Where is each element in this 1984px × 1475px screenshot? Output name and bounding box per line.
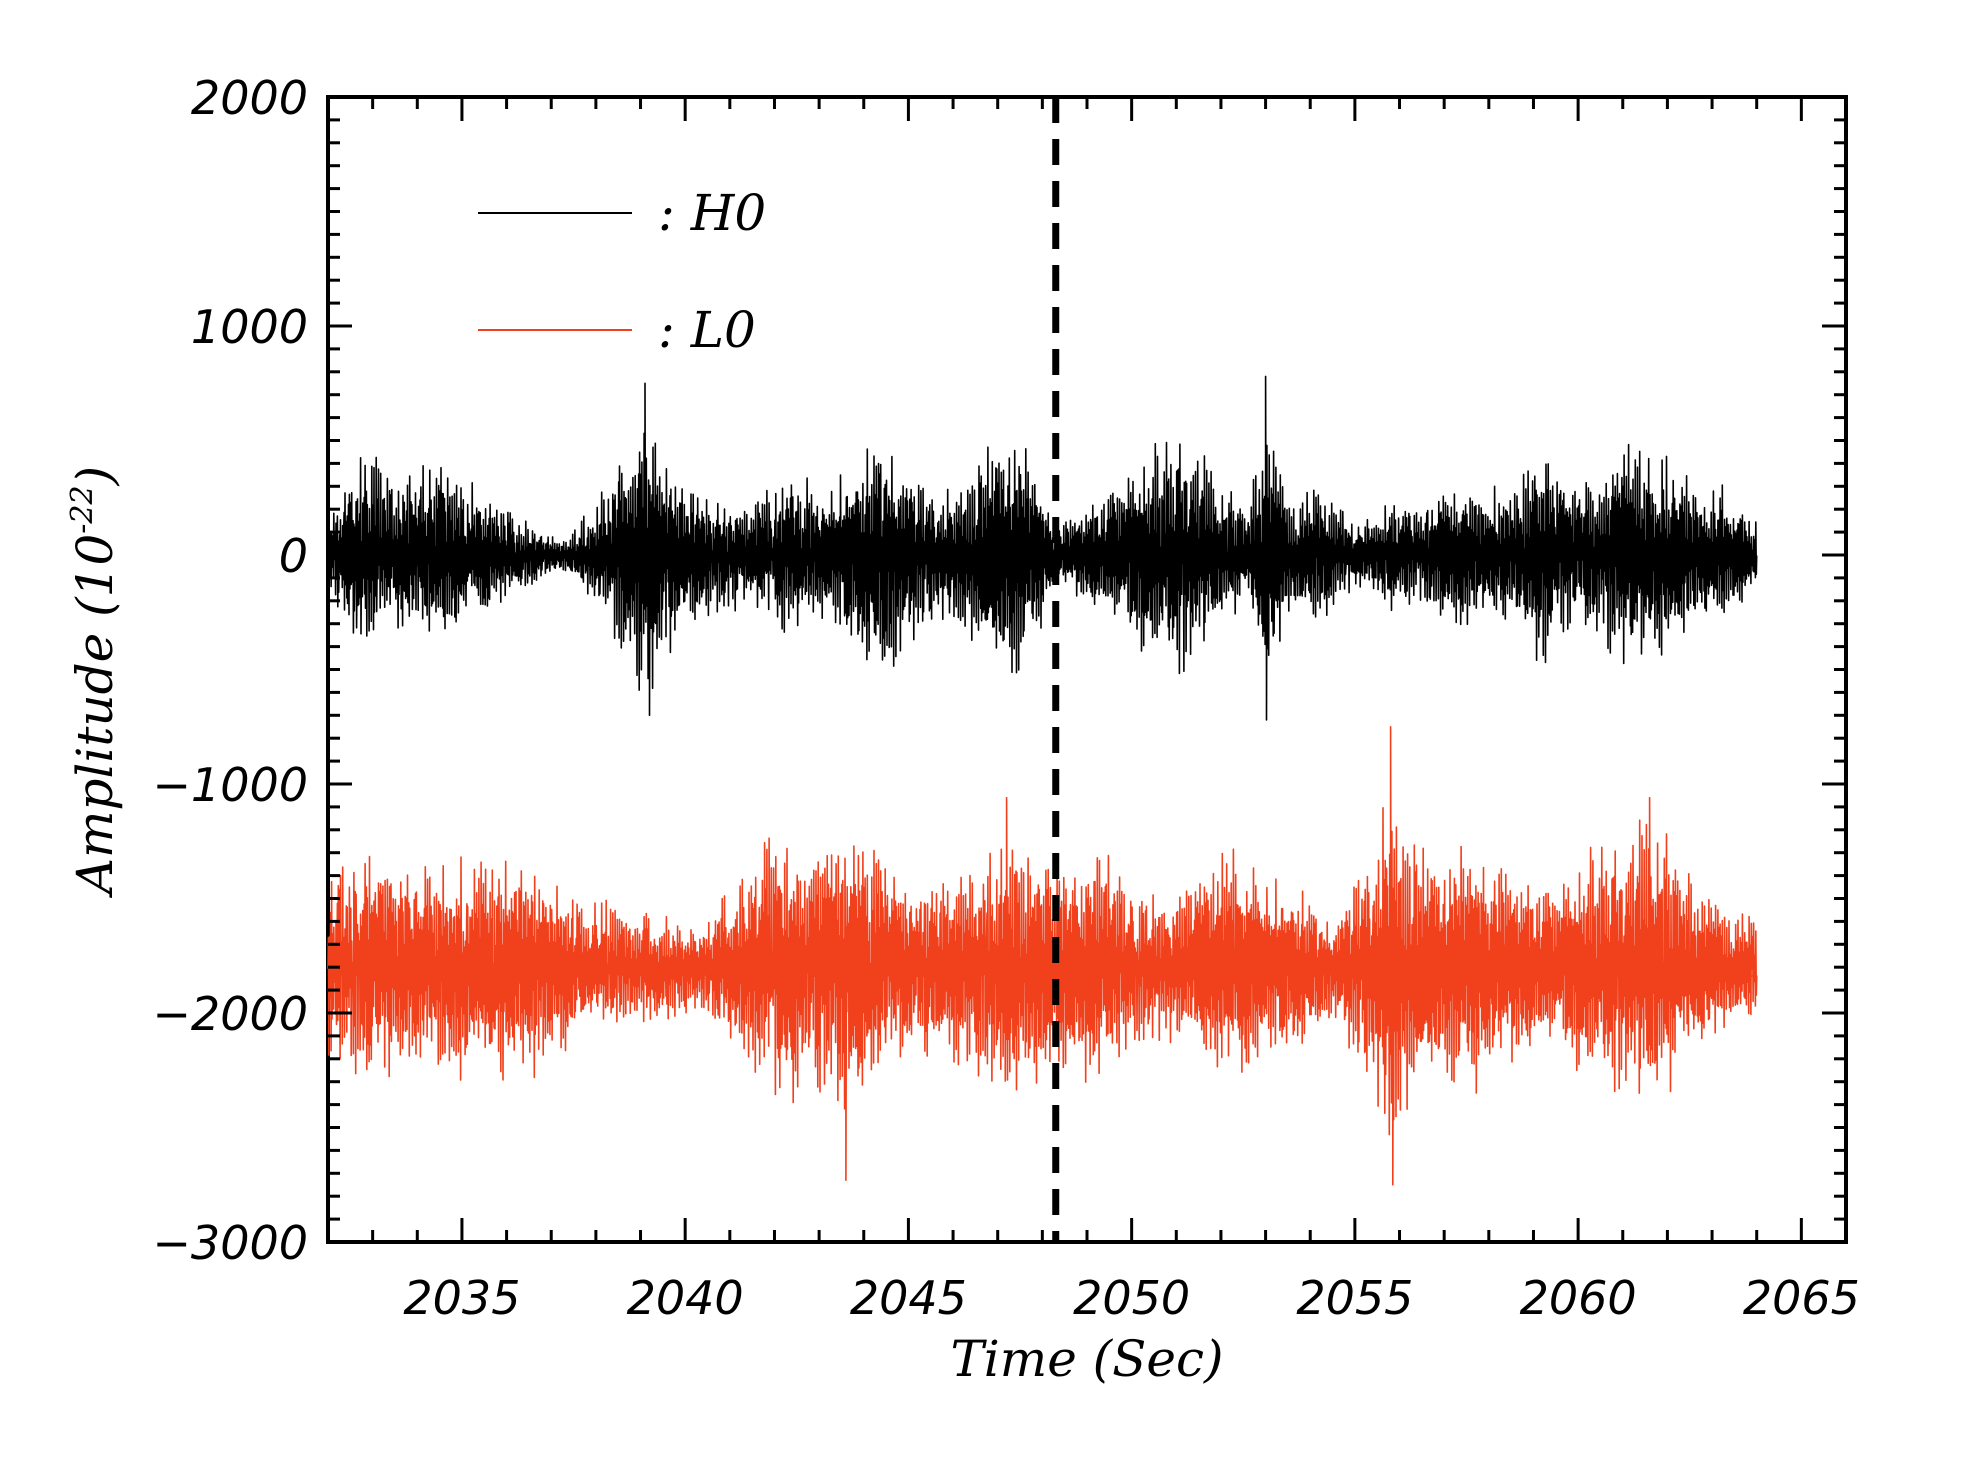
series-line-h0 [327,375,1758,721]
legend-label-l0: : L0 [658,301,756,359]
legend: : H0 : L0 [478,184,766,359]
y-tick-label: 2000 [191,71,308,125]
y-axis-title-exponent: -22 [65,485,100,533]
plot-frame [326,95,1848,1244]
series-layer [327,375,1758,1186]
y-axis-title: Amplitude (10-22) [65,466,124,898]
y-axis-title-close: ) [66,466,124,487]
x-tick-label: 2045 [850,1271,967,1325]
y-tick-label: 1000 [191,300,308,354]
x-tick-label: 2065 [1743,1271,1860,1325]
x-tick-label: 2060 [1520,1271,1637,1325]
x-tick-labels: 2035 2040 2045 2050 2055 2060 2065 [403,1271,1859,1325]
x-tick-label: 2035 [403,1271,520,1325]
legend-label-h0: : H0 [658,184,766,242]
x-tick-label: 2050 [1073,1271,1190,1325]
x-tick-label: 2055 [1296,1271,1413,1325]
y-tick-label: 0 [279,529,308,583]
y-tick-label: −1000 [152,758,308,812]
y-tick-labels: 2000 1000 0 −1000 −2000 −3000 [152,71,308,1270]
y-tick-label: −3000 [152,1216,308,1270]
y-tick-label: −2000 [152,987,308,1041]
x-axis-title: Time (Sec) [950,1330,1223,1388]
series-line-l0 [327,725,1758,1186]
y-axis-title-main: Amplitude (10 [66,534,124,898]
x-tick-label: 2040 [627,1271,744,1325]
tick-layer [326,95,1848,1244]
